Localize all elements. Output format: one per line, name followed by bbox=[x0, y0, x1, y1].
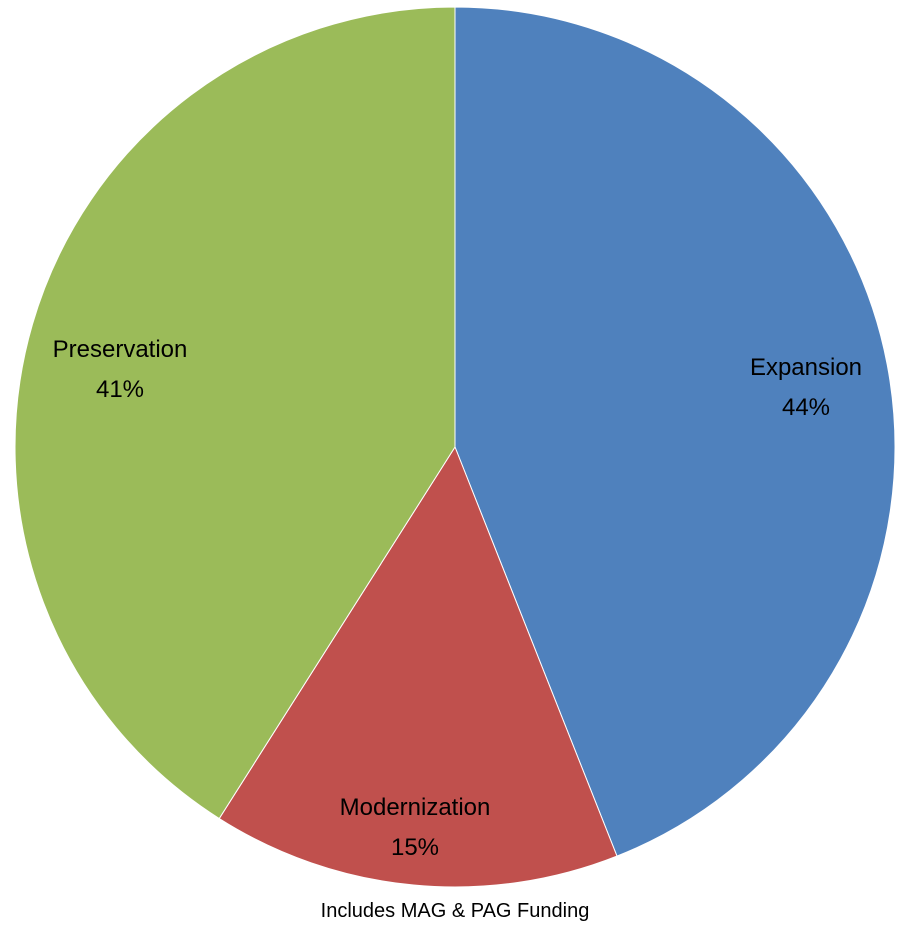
pie-slice-preservation bbox=[14, 6, 456, 820]
pie-slices bbox=[14, 6, 896, 888]
pie-slice-modernization bbox=[218, 445, 618, 888]
slice-label-modernization: Modernization bbox=[340, 794, 491, 821]
slice-percent-expansion: 44% bbox=[782, 394, 830, 421]
pie-slice-expansion bbox=[454, 6, 896, 857]
chart-caption: Includes MAG & PAG Funding bbox=[321, 900, 590, 922]
slice-label-expansion: Expansion bbox=[750, 354, 862, 381]
slice-percent-preservation: 41% bbox=[96, 376, 144, 403]
slice-label-preservation: Preservation bbox=[53, 336, 188, 363]
pie-labels: Expansion 44% Modernization 15% Preservation… bbox=[53, 336, 862, 861]
slice-percent-modernization: 15% bbox=[391, 834, 439, 861]
